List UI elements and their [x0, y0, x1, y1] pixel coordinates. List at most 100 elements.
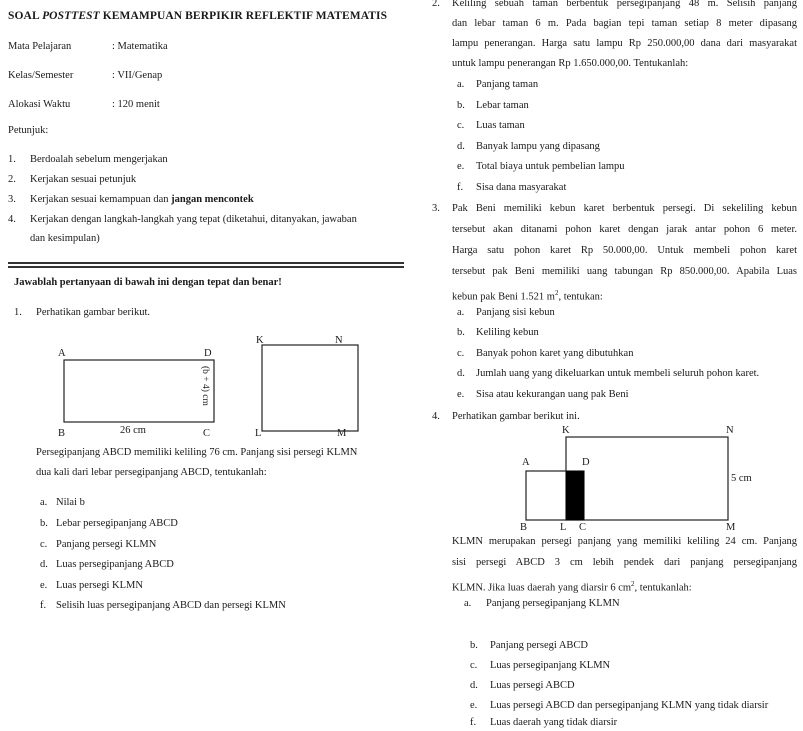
q4-sub-f-letter: f.	[470, 717, 477, 728]
q3-line5-sup: 2	[554, 289, 559, 297]
label-l: L	[560, 522, 566, 533]
divider-top	[8, 262, 404, 264]
q1-sub-b: Lebar persegipanjang ABCD	[56, 518, 178, 529]
q2-sub-c: Luas taman	[476, 120, 525, 131]
q1-figure: A D B C 26 cm (b + 4) cm K N L M	[58, 335, 359, 439]
q4-para-line3-text: KLMN. Jika luas daerah yang diarsir 6 cm	[452, 582, 632, 594]
label-a: A	[58, 348, 66, 359]
q3-line3: Harga satu pohon karet Rp 50.000,00. Unt…	[452, 245, 797, 256]
q3-number: 3.	[432, 203, 440, 214]
q4-para-line3: KLMN. Jika luas daerah yang diarsir 6 cm…	[452, 577, 692, 596]
q4-para-line3-sup: 2	[631, 580, 635, 588]
q4-sub-c: Luas persegipanjang KLMN	[490, 660, 611, 671]
petunjuk-num-4: 4.	[8, 214, 16, 225]
q4-sub-e: Luas persegi ABCD dan persegipanjang KLM…	[490, 700, 769, 711]
q1-number: 1.	[14, 307, 22, 318]
q2-number: 2.	[432, 0, 440, 9]
label-b: B	[58, 428, 65, 439]
meta-value-time: : 120 menit	[112, 99, 160, 110]
petunjuk-item-3-text: Kerjakan sesuai kemampuan dan	[30, 194, 172, 205]
petunjuk-num-2: 2.	[8, 174, 16, 185]
q4-sub-b-letter: b.	[470, 640, 478, 651]
q2-sub-c-letter: c.	[457, 120, 465, 131]
q1-para-line2: dua kali dari lebar persegipanjang ABCD,…	[36, 467, 267, 478]
label-d: D	[582, 457, 590, 468]
q2-sub-f: Sisa dana masyarakat	[476, 182, 567, 193]
q4-sub-d-letter: d.	[470, 680, 478, 691]
q4-sub-a-letter: a.	[464, 598, 472, 609]
q4-sub-d: Luas persegi ABCD	[490, 680, 575, 691]
title-rest: KEMAMPUAN BERPIKIR REFLEKTIF MATEMATIS	[99, 10, 388, 22]
height-label: 5 cm	[731, 473, 752, 484]
q4-sub-e-letter: e.	[470, 700, 478, 711]
q2-line3: lampu penerangan. Harga satu lampu Rp 25…	[452, 38, 797, 49]
q3-sub-c: Banyak pohon karet yang dibutuhkan	[476, 348, 634, 359]
q3-sub-b-letter: b.	[457, 327, 465, 338]
meta-value-subject: : Matematika	[112, 41, 168, 52]
q2-sub-b: Lebar taman	[476, 100, 529, 111]
q2-sub-e: Total biaya untuk pembelian lampu	[476, 161, 625, 172]
label-m: M	[337, 428, 347, 439]
q3-sub-d-letter: d.	[457, 368, 465, 379]
petunjuk-item-4-line1: Kerjakan dengan langkah-langkah yang tep…	[30, 214, 357, 225]
q4-sub-a: Panjang persegipanjang KLMN	[486, 598, 620, 609]
q1-intro: Perhatikan gambar berikut.	[36, 307, 151, 318]
width-label: 26 cm	[120, 425, 146, 436]
petunjuk-num-1: 1.	[8, 154, 16, 165]
meta-label-time: Alokasi Waktu	[8, 99, 71, 110]
square-klmn	[261, 344, 359, 432]
q4-sub-f: Luas daerah yang tidak diarsir	[490, 717, 618, 728]
q3-sub-a: Panjang sisi kebun	[476, 307, 555, 318]
q1-sub-e-letter: e.	[40, 580, 48, 591]
q2-sub-a-letter: a.	[457, 79, 465, 90]
rect-klmn	[565, 436, 729, 521]
q3-line1: Pak Beni memiliki kebun karet berbentuk …	[452, 203, 797, 214]
petunjuk-item-3: Kerjakan sesuai kemampuan dan jangan men…	[30, 193, 254, 207]
petunjuk-item-1: Berdoalah sebelum mengerjakan	[30, 154, 168, 165]
q2-sub-b-letter: b.	[457, 100, 465, 111]
petunjuk-item-3-bold: jangan mencontek	[171, 194, 254, 205]
meta-value-class: : VII/Genap	[112, 70, 163, 81]
shaded-region	[566, 471, 584, 520]
title-prefix: SOAL	[8, 10, 43, 22]
q3-sub-a-letter: a.	[457, 307, 465, 318]
label-k: K	[256, 335, 264, 346]
label-a: A	[522, 457, 530, 468]
meta-label-class: Kelas/Semester	[8, 70, 74, 81]
petunjuk-num-3: 3.	[8, 194, 16, 205]
petunjuk-item-2: Kerjakan sesuai petunjuk	[30, 174, 137, 185]
q2-sub-d: Banyak lampu yang dipasang	[476, 141, 600, 152]
rect-abcd	[63, 359, 215, 423]
q3-sub-b: Keliling kebun	[476, 327, 539, 338]
q1-sub-f: Selisih luas persegipanjang ABCD dan per…	[56, 600, 286, 611]
label-n: N	[726, 425, 734, 436]
q3-line5-after: , tentukan:	[558, 291, 603, 303]
q3-line2: tersebut akan ditanami pohon karet denga…	[452, 224, 797, 235]
q1-para-line1: Persegipanjang ABCD memiliki keliling 76…	[36, 447, 358, 458]
q1-sub-f-letter: f.	[40, 600, 47, 611]
q1-sub-d-letter: d.	[40, 559, 48, 570]
q4-para-line1: KLMN merupakan persegi panjang yang memi…	[452, 536, 797, 547]
q4-intro: Perhatikan gambar berikut ini.	[452, 411, 580, 422]
q3-sub-e: Sisa atau kekurangan uang pak Beni	[476, 389, 629, 400]
q1-sub-d: Luas persegipanjang ABCD	[56, 559, 174, 570]
q2-line4: untuk lampu penerangan Rp 1.650.000,00. …	[452, 58, 689, 69]
label-d: D	[204, 348, 212, 359]
q4-sub-b: Panjang persegi ABCD	[490, 640, 588, 651]
q1-sub-c-letter: c.	[40, 539, 48, 550]
q4-para-line3-after: , tentukanlah:	[634, 582, 692, 594]
q1-sub-e: Luas persegi KLMN	[56, 580, 143, 591]
label-b: B	[520, 522, 527, 533]
petunjuk-item-4-line2: dan kesimpulan)	[30, 233, 100, 244]
label-n: N	[335, 335, 343, 346]
q3-line5-text: kebun pak Beni 1.521 m	[452, 291, 555, 303]
label-c: C	[579, 522, 586, 533]
petunjuk-heading: Petunjuk:	[8, 125, 49, 136]
label-c: C	[203, 428, 210, 439]
title-italic: POSTTEST	[42, 10, 100, 22]
q4-para-line2: sisi persegi ABCD 3 cm lebih pendek dari…	[452, 557, 797, 568]
divider-bottom	[8, 266, 404, 268]
q2-sub-f-letter: f.	[457, 182, 464, 193]
height-label: (b + 4) cm	[200, 366, 211, 407]
q2-line1: Keliling sebuah taman berbentuk persegip…	[452, 0, 797, 9]
